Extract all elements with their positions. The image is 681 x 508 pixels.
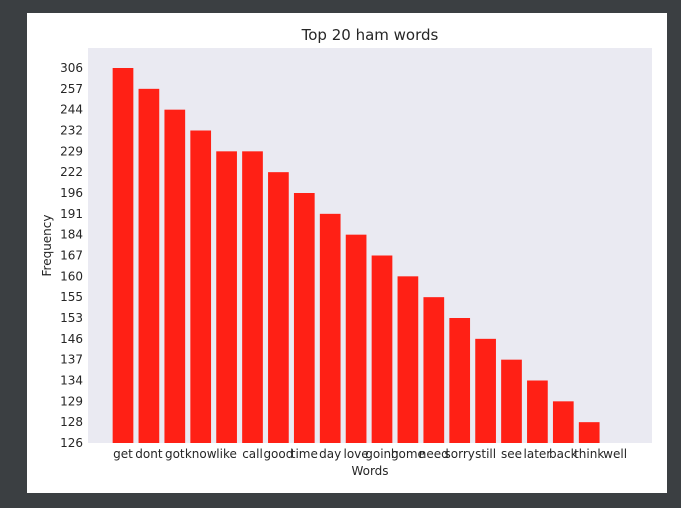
bar	[293, 193, 315, 443]
bar	[449, 318, 471, 443]
bar	[578, 422, 600, 443]
y-tick-label: 184	[60, 228, 83, 242]
y-tick-label: 167	[60, 249, 83, 263]
y-tick-label: 244	[60, 103, 83, 117]
bar	[190, 130, 212, 443]
y-tick-label: 155	[60, 290, 83, 304]
x-tick-label: call	[242, 447, 263, 461]
x-tick-label: later	[524, 447, 552, 461]
y-tick-label: 222	[60, 165, 83, 179]
y-tick-label: 196	[60, 186, 83, 200]
y-tick-label: 257	[60, 82, 83, 96]
x-tick-label: sorry	[445, 447, 475, 461]
x-tick-label: like	[216, 447, 237, 461]
x-tick-label: dont	[135, 447, 163, 461]
y-tick-label: 146	[60, 332, 83, 346]
x-tick-label: back	[549, 447, 578, 461]
y-tick-label: 134	[60, 374, 83, 388]
x-tick-label: going	[365, 447, 399, 461]
x-axis-label: Words	[351, 464, 388, 478]
x-tick-label: know	[185, 447, 217, 461]
bar	[268, 172, 289, 443]
y-tick-label: 232	[60, 124, 83, 138]
bar	[216, 151, 237, 444]
y-tick-label: 160	[60, 269, 83, 283]
bar	[345, 234, 367, 443]
bar	[138, 88, 160, 443]
bars	[112, 68, 600, 444]
bar	[164, 109, 186, 444]
y-tick-label: 128	[60, 415, 83, 429]
bar	[501, 359, 522, 443]
bar	[397, 276, 419, 443]
x-tick-label: need	[419, 447, 449, 461]
bar	[371, 255, 393, 443]
bar	[475, 338, 496, 443]
bar	[112, 68, 134, 443]
y-tick-labels: 306 257 244 232 229 222 196 191 184 167 160 155 153 1…	[60, 61, 83, 450]
y-tick-label: 306	[60, 61, 83, 75]
y-tick-label: 229	[60, 144, 83, 158]
x-tick-label: well	[603, 447, 627, 461]
bar	[552, 401, 574, 443]
x-tick-label: think	[574, 447, 604, 461]
y-tick-label: 129	[60, 394, 83, 408]
x-tick-label: time	[291, 447, 318, 461]
x-tick-label: good	[263, 447, 293, 461]
y-axis-label: Frequency	[40, 215, 54, 277]
bar	[319, 213, 341, 443]
y-tick-label: 153	[60, 311, 83, 325]
x-tick-label: see	[501, 447, 522, 461]
y-tick-label: 126	[60, 436, 83, 450]
x-tick-label: day	[319, 447, 341, 461]
x-tick-label: get	[113, 447, 133, 461]
x-tick-label: love	[344, 447, 369, 461]
bar	[527, 380, 548, 443]
chart-figure: 306 257 244 232 229 222 196 191 184 167 160 155 153 1…	[27, 13, 667, 493]
y-tick-label: 137	[60, 353, 83, 367]
bar	[242, 151, 263, 444]
bar	[423, 297, 445, 443]
bar-chart: 306 257 244 232 229 222 196 191 184 167 160 155 153 1…	[40, 26, 652, 478]
y-tick-label: 191	[60, 207, 83, 221]
x-tick-label: still	[475, 447, 496, 461]
x-tick-label: home	[391, 447, 425, 461]
x-tick-label: got	[165, 447, 185, 461]
chart-title: Top 20 ham words	[301, 26, 439, 44]
